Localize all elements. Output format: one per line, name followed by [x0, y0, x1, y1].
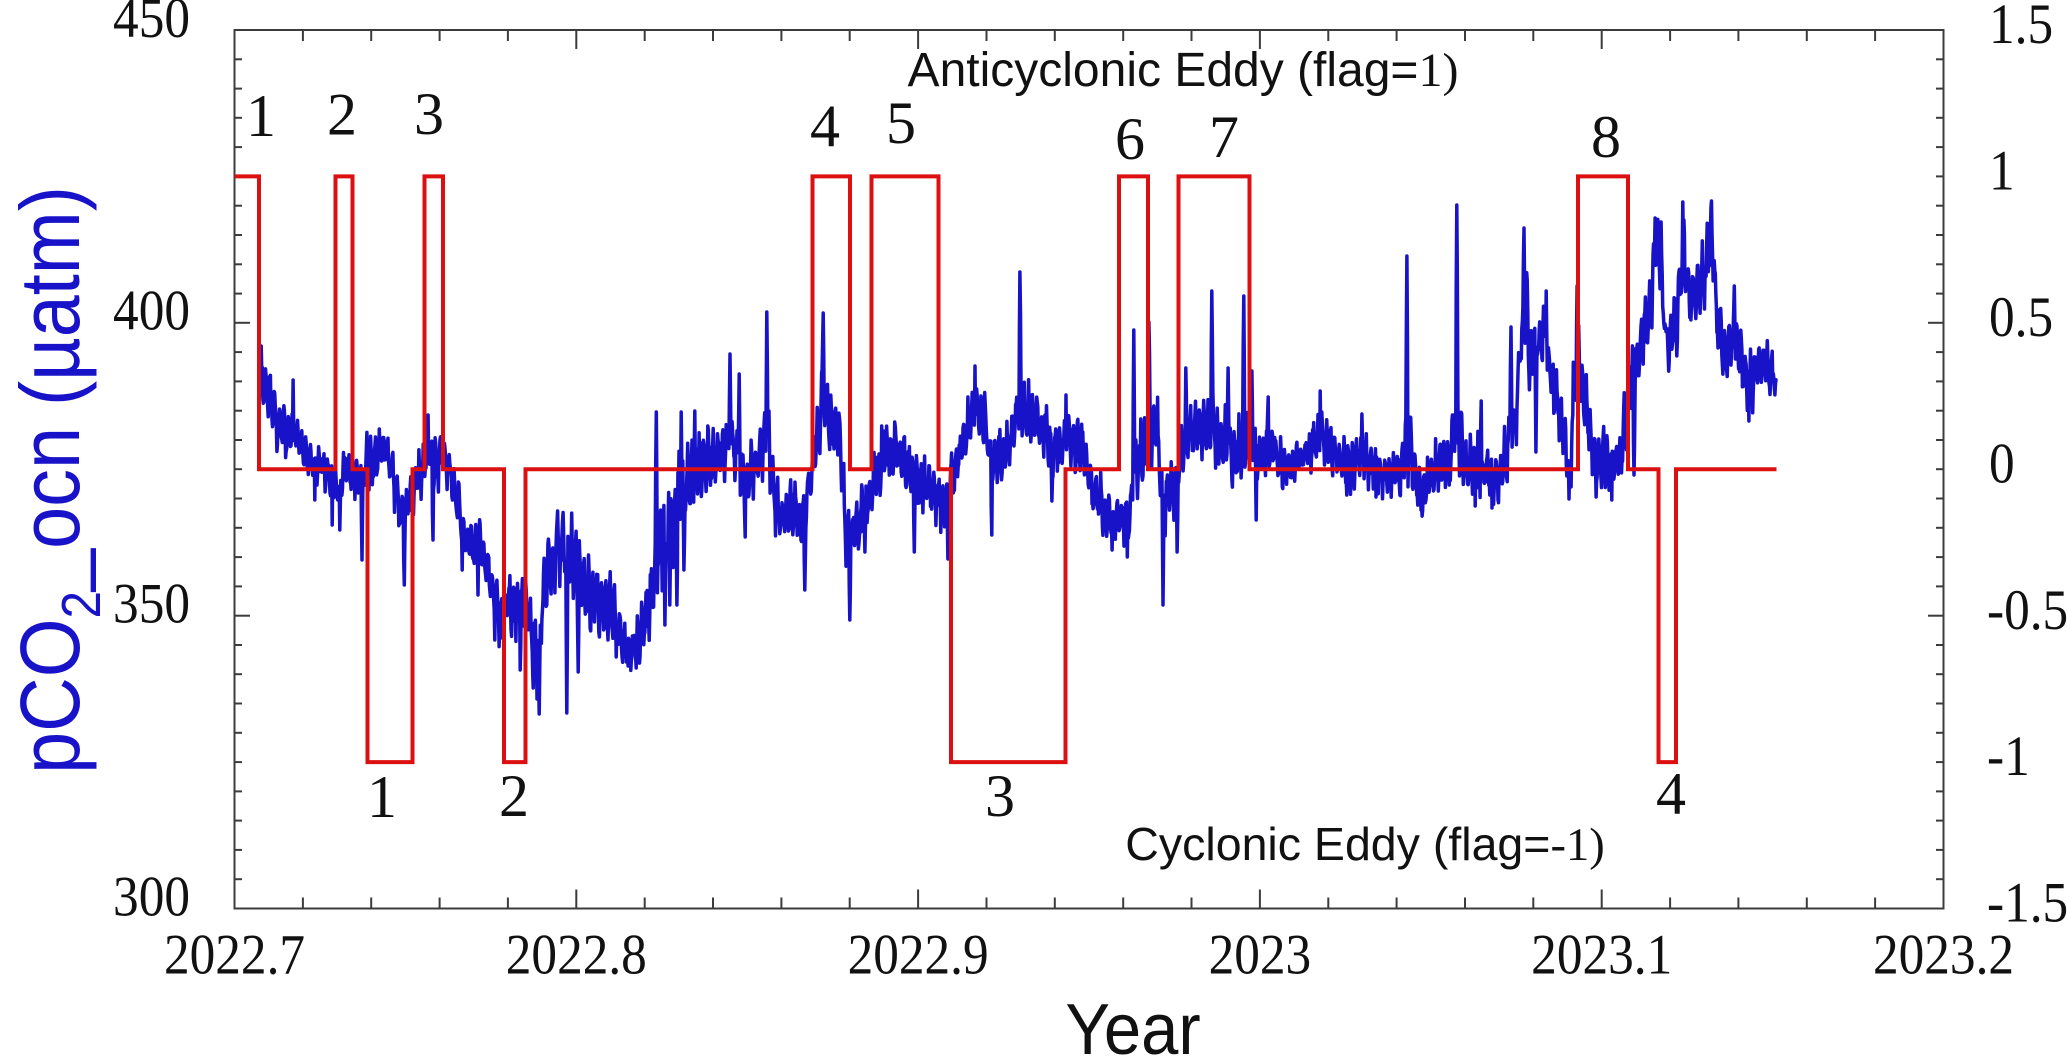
svg-text:Cyclonic Eddy (flag=-1): Cyclonic Eddy (flag=-1): [1125, 818, 1604, 871]
svg-text:2022.8: 2022.8: [506, 923, 647, 986]
svg-text:3: 3: [985, 763, 1015, 829]
svg-text:2: 2: [499, 763, 529, 829]
svg-text:pCO2_ocn (µatm): pCO2_ocn (µatm): [3, 186, 112, 774]
svg-text:7: 7: [1209, 104, 1239, 170]
svg-text:4: 4: [810, 93, 840, 159]
svg-text:350: 350: [113, 572, 190, 635]
svg-text:0.5: 0.5: [1989, 286, 2053, 349]
svg-text:2022.7: 2022.7: [164, 923, 305, 986]
svg-text:8: 8: [1591, 104, 1621, 170]
svg-text:2023.2: 2023.2: [1873, 923, 2014, 986]
svg-text:2: 2: [327, 82, 357, 148]
svg-text:0: 0: [1989, 432, 2015, 495]
svg-text:Anticyclonic Eddy (flag=1): Anticyclonic Eddy (flag=1): [908, 44, 1459, 97]
svg-text:300: 300: [113, 865, 190, 928]
svg-text:400: 400: [113, 279, 190, 342]
svg-text:1: 1: [246, 83, 276, 149]
svg-text:Year: Year: [1065, 989, 1200, 1056]
svg-text:6: 6: [1115, 106, 1145, 172]
svg-text:2023.1: 2023.1: [1531, 923, 1672, 986]
svg-text:3: 3: [414, 81, 444, 147]
svg-text:4: 4: [1656, 761, 1686, 827]
svg-text:1: 1: [367, 764, 397, 830]
svg-text:450: 450: [113, 0, 190, 49]
svg-text:-1.5: -1.5: [1987, 871, 2067, 934]
svg-text:2023: 2023: [1209, 923, 1312, 986]
svg-text:-1: -1: [1987, 725, 2030, 788]
svg-text:5: 5: [886, 90, 916, 156]
svg-text:1.5: 1.5: [1989, 0, 2053, 56]
svg-text:2022.9: 2022.9: [848, 923, 989, 986]
svg-text:-0.5: -0.5: [1987, 578, 2067, 641]
svg-text:1: 1: [1989, 139, 2015, 202]
